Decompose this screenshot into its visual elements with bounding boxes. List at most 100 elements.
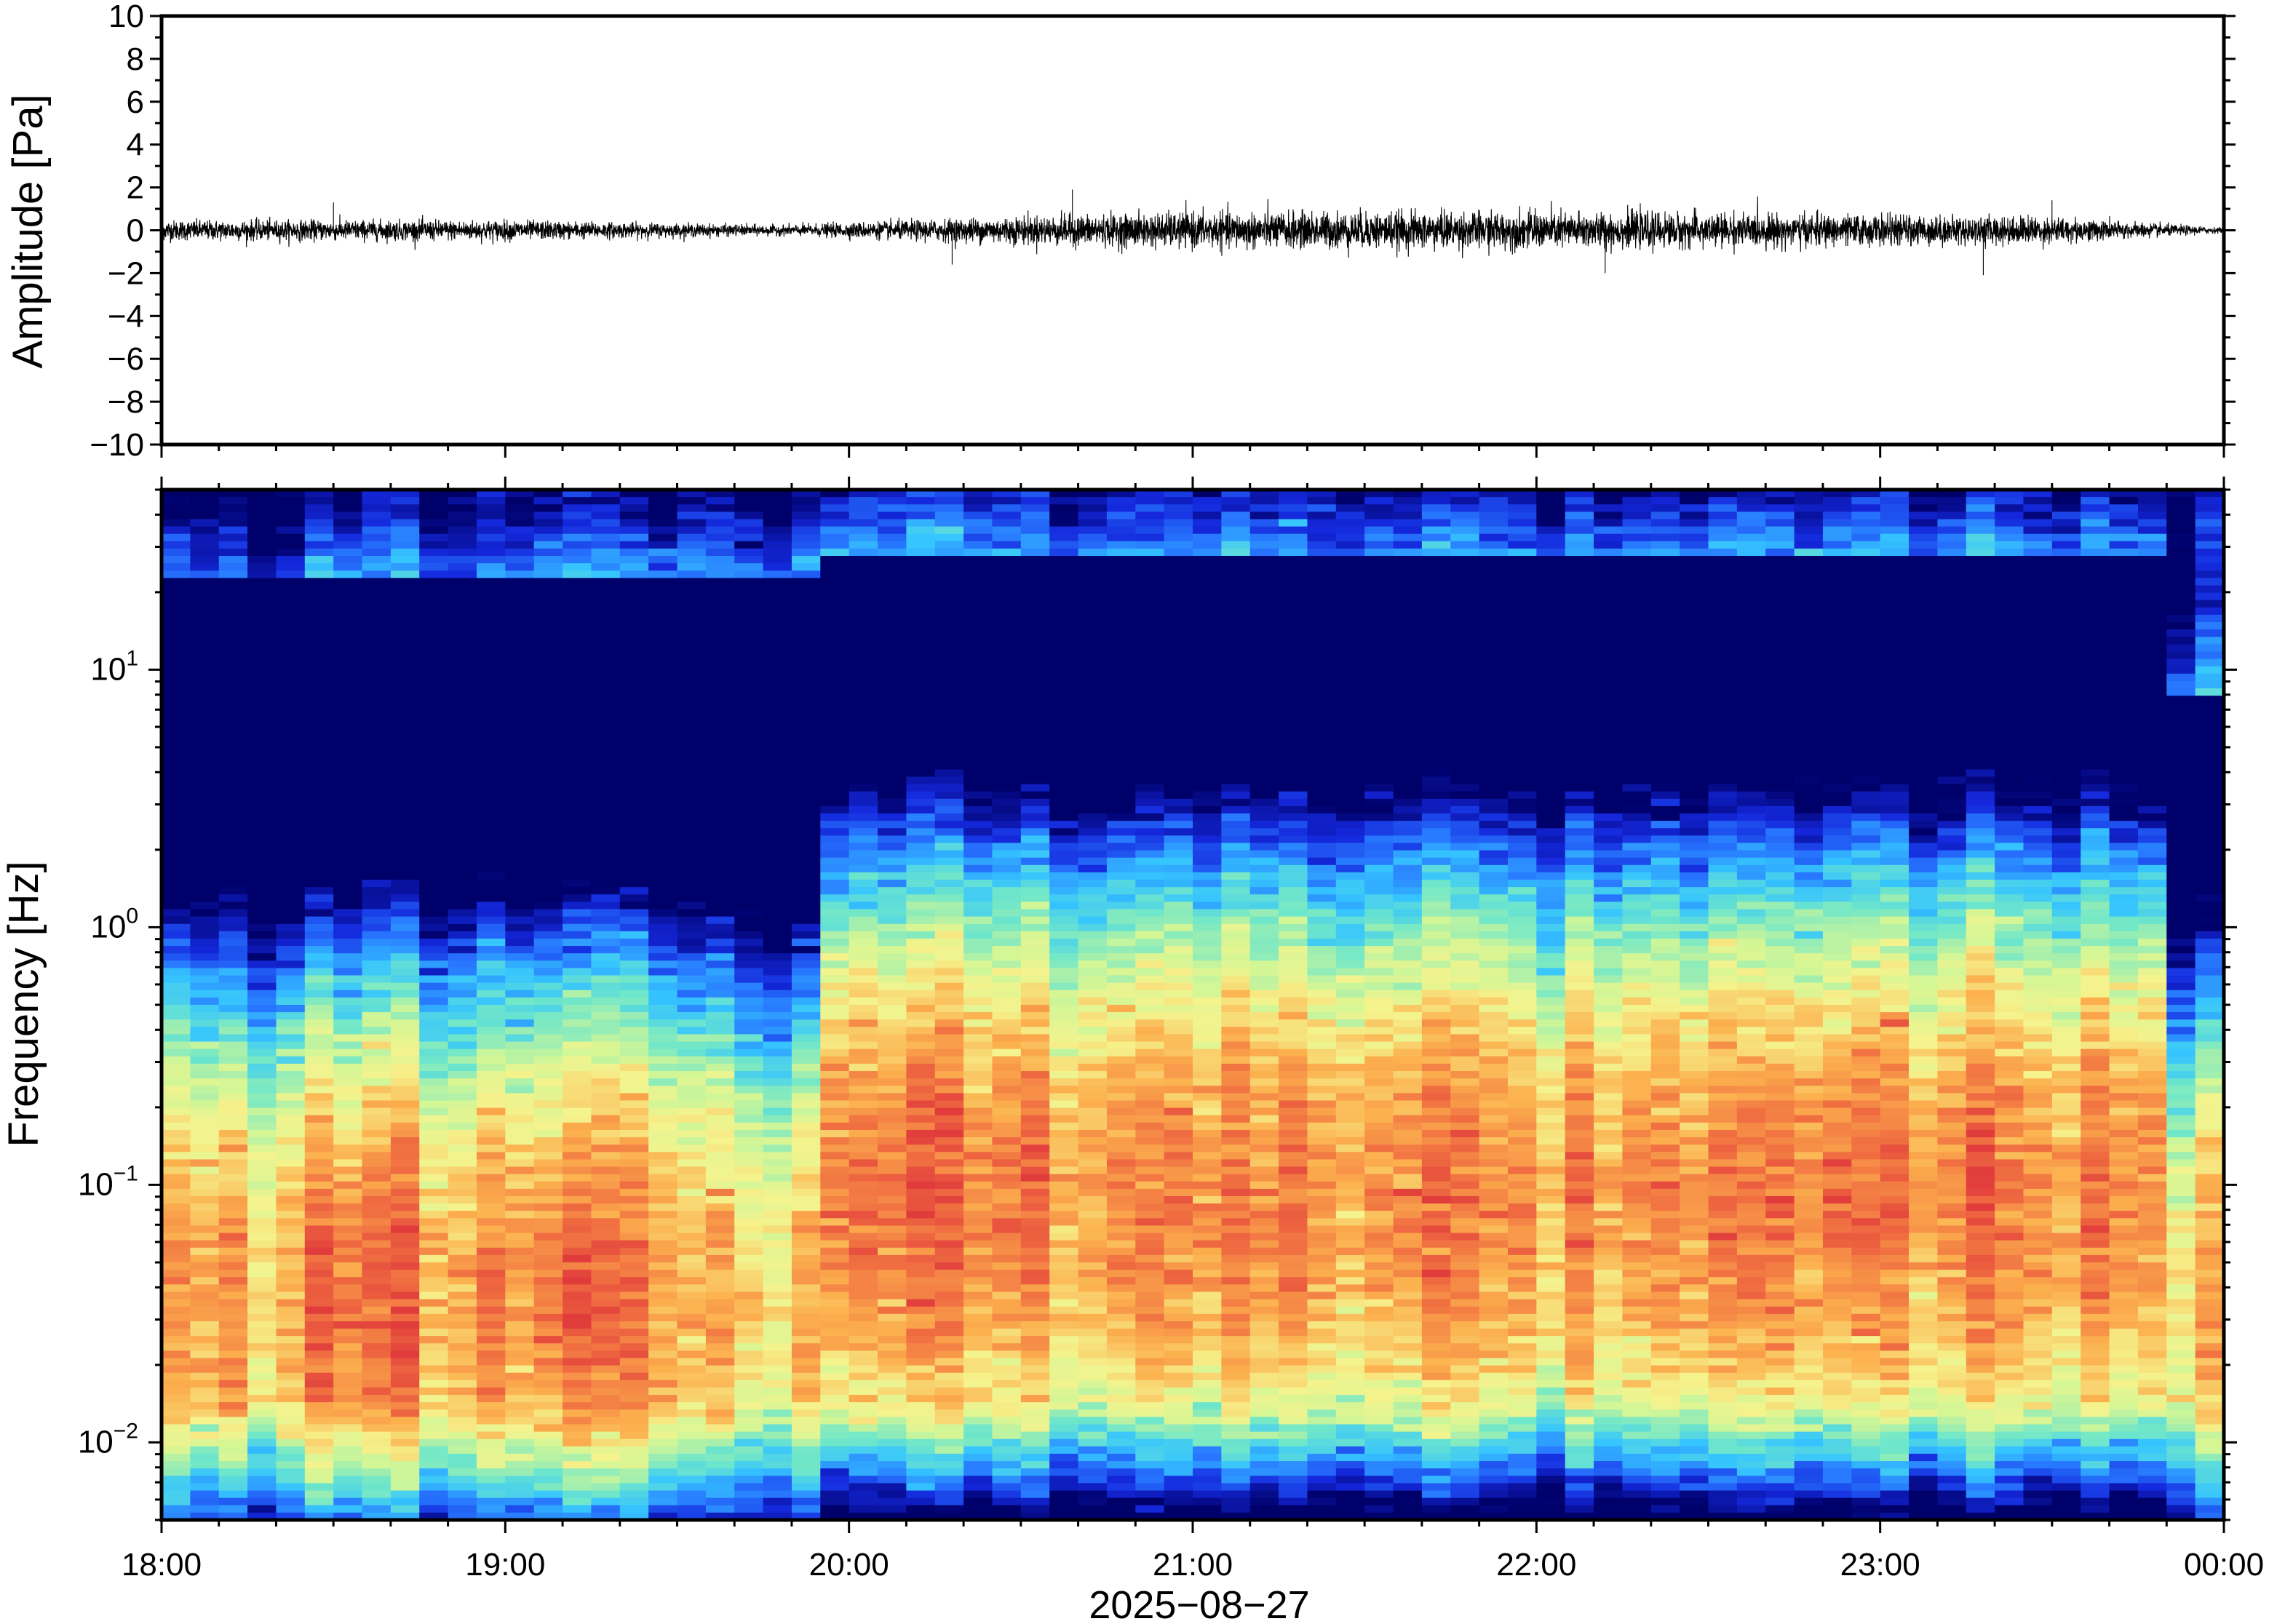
- spectrogram-cell: [992, 975, 1022, 984]
- spectrogram-cell: [705, 1152, 736, 1160]
- spectrogram-cell: [533, 622, 563, 630]
- spectrogram-cell: [218, 614, 248, 623]
- spectrogram-cell: [591, 1490, 621, 1499]
- spectrogram-cell: [218, 1071, 248, 1079]
- spectrogram-cell: [849, 990, 878, 998]
- spectrogram-cell: [419, 1424, 449, 1433]
- spectrogram-cell: [1078, 592, 1108, 601]
- spectrogram-cell: [705, 1387, 736, 1396]
- spectrogram-cell: [677, 894, 707, 902]
- spectrogram-cell: [276, 1078, 306, 1086]
- spectrogram-cell: [333, 1254, 363, 1263]
- waveform-ytick-label: 8: [127, 41, 144, 77]
- spectrogram-cell: [734, 563, 764, 571]
- spectrogram-cell: [934, 1093, 964, 1101]
- spectrogram-cell: [304, 1159, 334, 1167]
- spectrogram-cell: [1020, 732, 1050, 741]
- spectrogram-cell: [820, 673, 850, 682]
- spectrogram-cell: [906, 1107, 936, 1116]
- spectrogram-cell: [448, 533, 477, 542]
- spectrogram-cell: [1049, 1093, 1079, 1101]
- spectrogram-cell: [162, 813, 191, 821]
- spectrogram-cell: [934, 1291, 964, 1299]
- spectrogram-cell: [162, 762, 191, 770]
- spectrogram-cell: [476, 1417, 506, 1425]
- spectrogram-cell: [878, 1100, 907, 1109]
- spectrogram-cell: [1078, 1402, 1108, 1410]
- spectrogram-cell: [162, 533, 191, 542]
- spectrogram-cell: [963, 968, 993, 976]
- spectrogram-cell: [190, 1145, 220, 1153]
- spectrogram-cell: [276, 570, 306, 578]
- spectrogram-cell: [906, 1078, 936, 1086]
- spectrogram-cell: [763, 776, 792, 784]
- spectrogram-cell: [476, 1497, 506, 1506]
- spectrogram-cell: [276, 592, 306, 601]
- spectrogram-cell: [304, 805, 334, 814]
- spectrogram-cell: [1078, 1041, 1108, 1050]
- spectrogram-cell: [648, 1247, 678, 1256]
- spectrogram-cell: [362, 585, 392, 594]
- spectrogram-cell: [992, 629, 1022, 637]
- waveform-trace: [161, 189, 2225, 276]
- spectrogram-cell: [390, 1343, 421, 1351]
- spectrogram-cell: [1106, 637, 1137, 645]
- spectrogram-cell: [1020, 1056, 1050, 1064]
- spectrogram-cell: [390, 533, 421, 542]
- spectrogram-cell: [505, 805, 535, 814]
- spectrogram-cell: [963, 850, 993, 859]
- spectrogram-cell: [563, 953, 592, 961]
- spectrogram-cell: [1106, 923, 1137, 932]
- spectrogram-cell: [333, 864, 363, 873]
- spectrogram-cell: [763, 755, 792, 763]
- spectrogram-cell: [963, 864, 993, 873]
- spectrogram-cell: [677, 1086, 707, 1094]
- spectrogram-cell: [591, 1277, 621, 1285]
- spectrogram-cell: [619, 1181, 649, 1190]
- spectrogram-cell: [619, 1240, 649, 1249]
- spectrogram-cell: [648, 1100, 678, 1109]
- spectrogram-cell: [362, 1129, 392, 1138]
- spectrogram-cell: [448, 1402, 477, 1410]
- spectrogram-cell: [304, 1409, 334, 1417]
- spectrogram-cell: [1135, 1402, 1165, 1410]
- spectrogram-cell: [1049, 857, 1079, 866]
- spectrogram-cell: [1135, 570, 1165, 578]
- spectrogram-cell: [190, 805, 220, 814]
- spectrogram-cell: [963, 519, 993, 527]
- spectrogram-cell: [820, 1350, 850, 1358]
- spectrogram-cell: [1106, 739, 1137, 748]
- spectrogram-cell: [849, 1063, 878, 1072]
- spectrogram-cell: [934, 946, 964, 954]
- spectrogram-cell: [849, 592, 878, 601]
- spectrogram-cell: [677, 1372, 707, 1381]
- spectrogram-cell: [390, 556, 421, 564]
- spectrogram-cell: [190, 680, 220, 689]
- spectrogram-cell: [648, 1417, 678, 1425]
- spectrogram-cell: [448, 828, 477, 836]
- spectrogram-cell: [906, 739, 936, 748]
- spectrogram-cell: [763, 1012, 792, 1020]
- spectrogram-cell: [190, 1431, 220, 1440]
- spectrogram-cell: [276, 607, 306, 616]
- spectrogram-cell: [734, 1329, 764, 1337]
- spectrogram-cell: [190, 490, 220, 498]
- spectrogram-cell: [218, 1078, 248, 1086]
- spectrogram-cell: [419, 658, 449, 667]
- spectrogram-cell: [677, 1174, 707, 1182]
- spectrogram-cell: [448, 644, 477, 652]
- spectrogram-cell: [849, 651, 878, 660]
- spectrogram-cell: [162, 791, 191, 800]
- spectrogram-cell: [906, 1122, 936, 1131]
- spectrogram-cell: [619, 585, 649, 594]
- spectrogram-cell: [162, 563, 191, 571]
- spectrogram-cell: [333, 1188, 363, 1197]
- spectrogram-cell: [1135, 710, 1165, 718]
- spectrogram-cell: [591, 1431, 621, 1440]
- spectrogram-cell: [591, 1284, 621, 1292]
- spectrogram-cell: [419, 909, 449, 918]
- spectrogram-cell: [820, 1336, 850, 1344]
- spectrogram-cell: [1078, 1329, 1108, 1337]
- spectrogram-cell: [276, 1438, 306, 1447]
- spectrogram-cell: [849, 1041, 878, 1050]
